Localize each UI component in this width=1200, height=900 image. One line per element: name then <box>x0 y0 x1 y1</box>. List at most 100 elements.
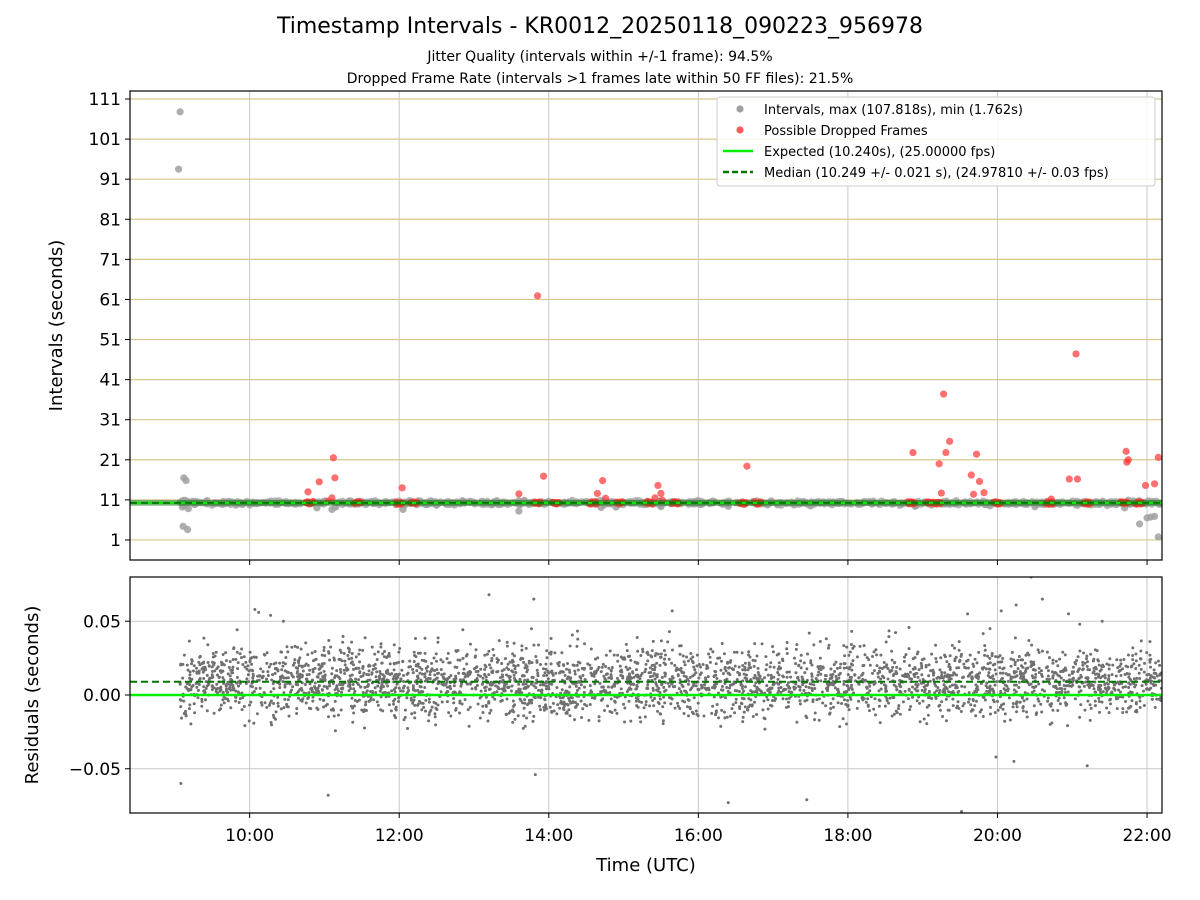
residual-point <box>1062 684 1066 688</box>
residual-point <box>1037 682 1041 686</box>
residual-point <box>541 682 545 686</box>
residual-point <box>409 696 413 700</box>
residual-point <box>1119 658 1123 662</box>
residual-point <box>708 660 712 664</box>
residual-point <box>780 657 784 661</box>
bottom-y-axis-label: Residuals (seconds) <box>22 606 43 785</box>
residual-point <box>753 659 757 663</box>
residual-point <box>950 643 954 647</box>
residual-point <box>916 683 920 687</box>
residual-point <box>728 660 732 664</box>
residual-point <box>401 660 405 664</box>
residual-point <box>380 661 384 665</box>
residual-point <box>266 674 270 678</box>
residual-point <box>667 630 671 634</box>
residual-point <box>646 659 650 663</box>
residual-point <box>397 660 401 664</box>
residual-point <box>184 712 188 716</box>
residual-point <box>755 689 759 693</box>
residual-point <box>402 718 406 722</box>
residual-point <box>903 672 907 676</box>
residual-point <box>807 631 811 635</box>
residual-point <box>420 667 424 671</box>
residual-point <box>390 672 394 676</box>
residual-point <box>622 702 626 706</box>
residual-point <box>971 708 975 712</box>
residual-point <box>855 655 859 659</box>
residual-point <box>1045 665 1049 669</box>
residual-point <box>318 666 322 670</box>
residual-point <box>296 645 300 649</box>
residual-point <box>850 668 854 672</box>
residual-point <box>505 697 509 701</box>
residual-point <box>202 660 206 664</box>
residual-point <box>600 690 604 694</box>
residual-point <box>810 686 814 690</box>
residual-point <box>667 657 671 661</box>
residual-point <box>190 677 194 681</box>
residual-point <box>570 696 574 700</box>
residual-point <box>548 705 552 709</box>
residual-point <box>195 670 199 674</box>
residual-point <box>920 666 924 670</box>
residual-point <box>853 673 857 677</box>
residual-point <box>518 697 522 701</box>
residual-point <box>1134 659 1138 663</box>
residual-point <box>835 666 839 670</box>
residual-point <box>668 677 672 681</box>
residual-point <box>1078 685 1082 689</box>
residual-point <box>578 661 582 665</box>
residual-point <box>399 677 403 681</box>
residual-point <box>769 673 773 677</box>
residual-point <box>659 652 663 656</box>
residual-point <box>547 682 551 686</box>
residual-point <box>367 664 371 668</box>
residual-point <box>628 654 632 658</box>
residual-point <box>376 703 380 707</box>
residual-point <box>938 668 942 672</box>
residual-point <box>1081 660 1085 664</box>
residual-point <box>771 644 775 648</box>
residual-point <box>652 663 656 667</box>
residual-point <box>724 696 728 700</box>
residual-point <box>795 643 799 647</box>
residual-point <box>1060 687 1064 691</box>
residual-point <box>188 673 192 677</box>
residual-point <box>691 674 695 678</box>
x-tick-label: 16:00 <box>674 826 723 846</box>
residual-point <box>1119 662 1123 666</box>
residual-point <box>943 674 947 678</box>
residual-point <box>933 691 937 695</box>
residual-point <box>985 686 989 690</box>
residual-point <box>776 677 780 681</box>
residual-point <box>703 683 707 687</box>
residuals-plot: 10:00 12:00 14:00 16:00 18:00 20:00 22:000.050… <box>22 576 1172 876</box>
residual-point <box>652 704 656 708</box>
residual-point <box>322 699 326 703</box>
residual-point <box>593 657 597 661</box>
residual-point <box>1100 700 1104 704</box>
residual-point <box>521 657 525 661</box>
residual-point <box>1037 651 1041 655</box>
residual-point <box>406 671 410 675</box>
residual-point <box>805 798 809 802</box>
residual-point <box>934 660 938 664</box>
residual-point <box>387 652 391 656</box>
residual-point <box>982 665 986 669</box>
residual-point <box>1149 657 1153 661</box>
residual-point <box>670 661 674 665</box>
residual-point <box>1093 672 1097 676</box>
residual-point <box>568 699 572 703</box>
residual-point <box>896 706 900 710</box>
residual-point <box>877 669 881 673</box>
residual-point <box>846 699 850 703</box>
residual-point <box>1001 707 1005 711</box>
residual-point <box>1013 660 1017 664</box>
residual-point <box>241 663 245 667</box>
residual-point <box>490 659 494 663</box>
residual-point <box>892 683 896 687</box>
residual-point <box>364 703 368 707</box>
residual-point <box>392 661 396 665</box>
dropped-frame-point <box>1141 481 1150 490</box>
residual-point <box>304 641 308 645</box>
